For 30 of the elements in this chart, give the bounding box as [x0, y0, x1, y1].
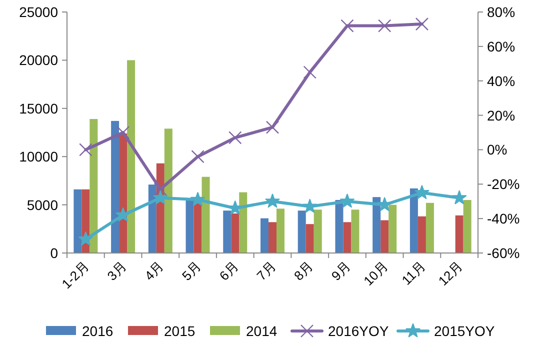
x-tick-label: 8月 [291, 258, 316, 284]
y2-tick-label: 20% [487, 107, 516, 124]
x-tick-label: 7月 [254, 258, 279, 284]
y-tick-label: 15000 [19, 100, 58, 116]
x-tick-label: 12月 [435, 258, 466, 289]
legend-label: 2015YOY [434, 323, 496, 339]
y2-tick-label: -20% [487, 176, 520, 192]
x-tick-label: 10月 [360, 258, 391, 289]
x-tick-label: 11月 [398, 258, 428, 288]
x-tick-label: 1-2月 [58, 258, 92, 292]
x-tick-label: 9月 [328, 258, 354, 284]
x-tick-label: 3月 [104, 258, 130, 284]
x-tick-label: 6月 [216, 258, 242, 284]
y2-tick-label: 80% [487, 4, 516, 20]
y2-tick-label: -60% [487, 245, 520, 261]
y-tick-label: 10000 [19, 148, 58, 165]
x-tick-label: 4月 [142, 258, 167, 284]
legend-label: 2014 [246, 323, 278, 339]
legend-label: 2015 [164, 323, 196, 339]
y2-tick-label: -40% [487, 210, 520, 227]
y2-tick-label: 60% [487, 38, 516, 54]
y-tick-label: 25000 [19, 4, 58, 20]
y-tick-label: 0 [50, 245, 58, 261]
legend-label: 2016 [82, 323, 114, 339]
y-tick-label: 5000 [26, 196, 58, 213]
y2-tick-label: 0% [487, 142, 508, 158]
legend-label: 2016YOY [328, 323, 390, 339]
x-tick-label: 5月 [178, 258, 204, 284]
y-tick-label: 20000 [19, 52, 58, 68]
y2-tick-label: 40% [487, 72, 516, 89]
